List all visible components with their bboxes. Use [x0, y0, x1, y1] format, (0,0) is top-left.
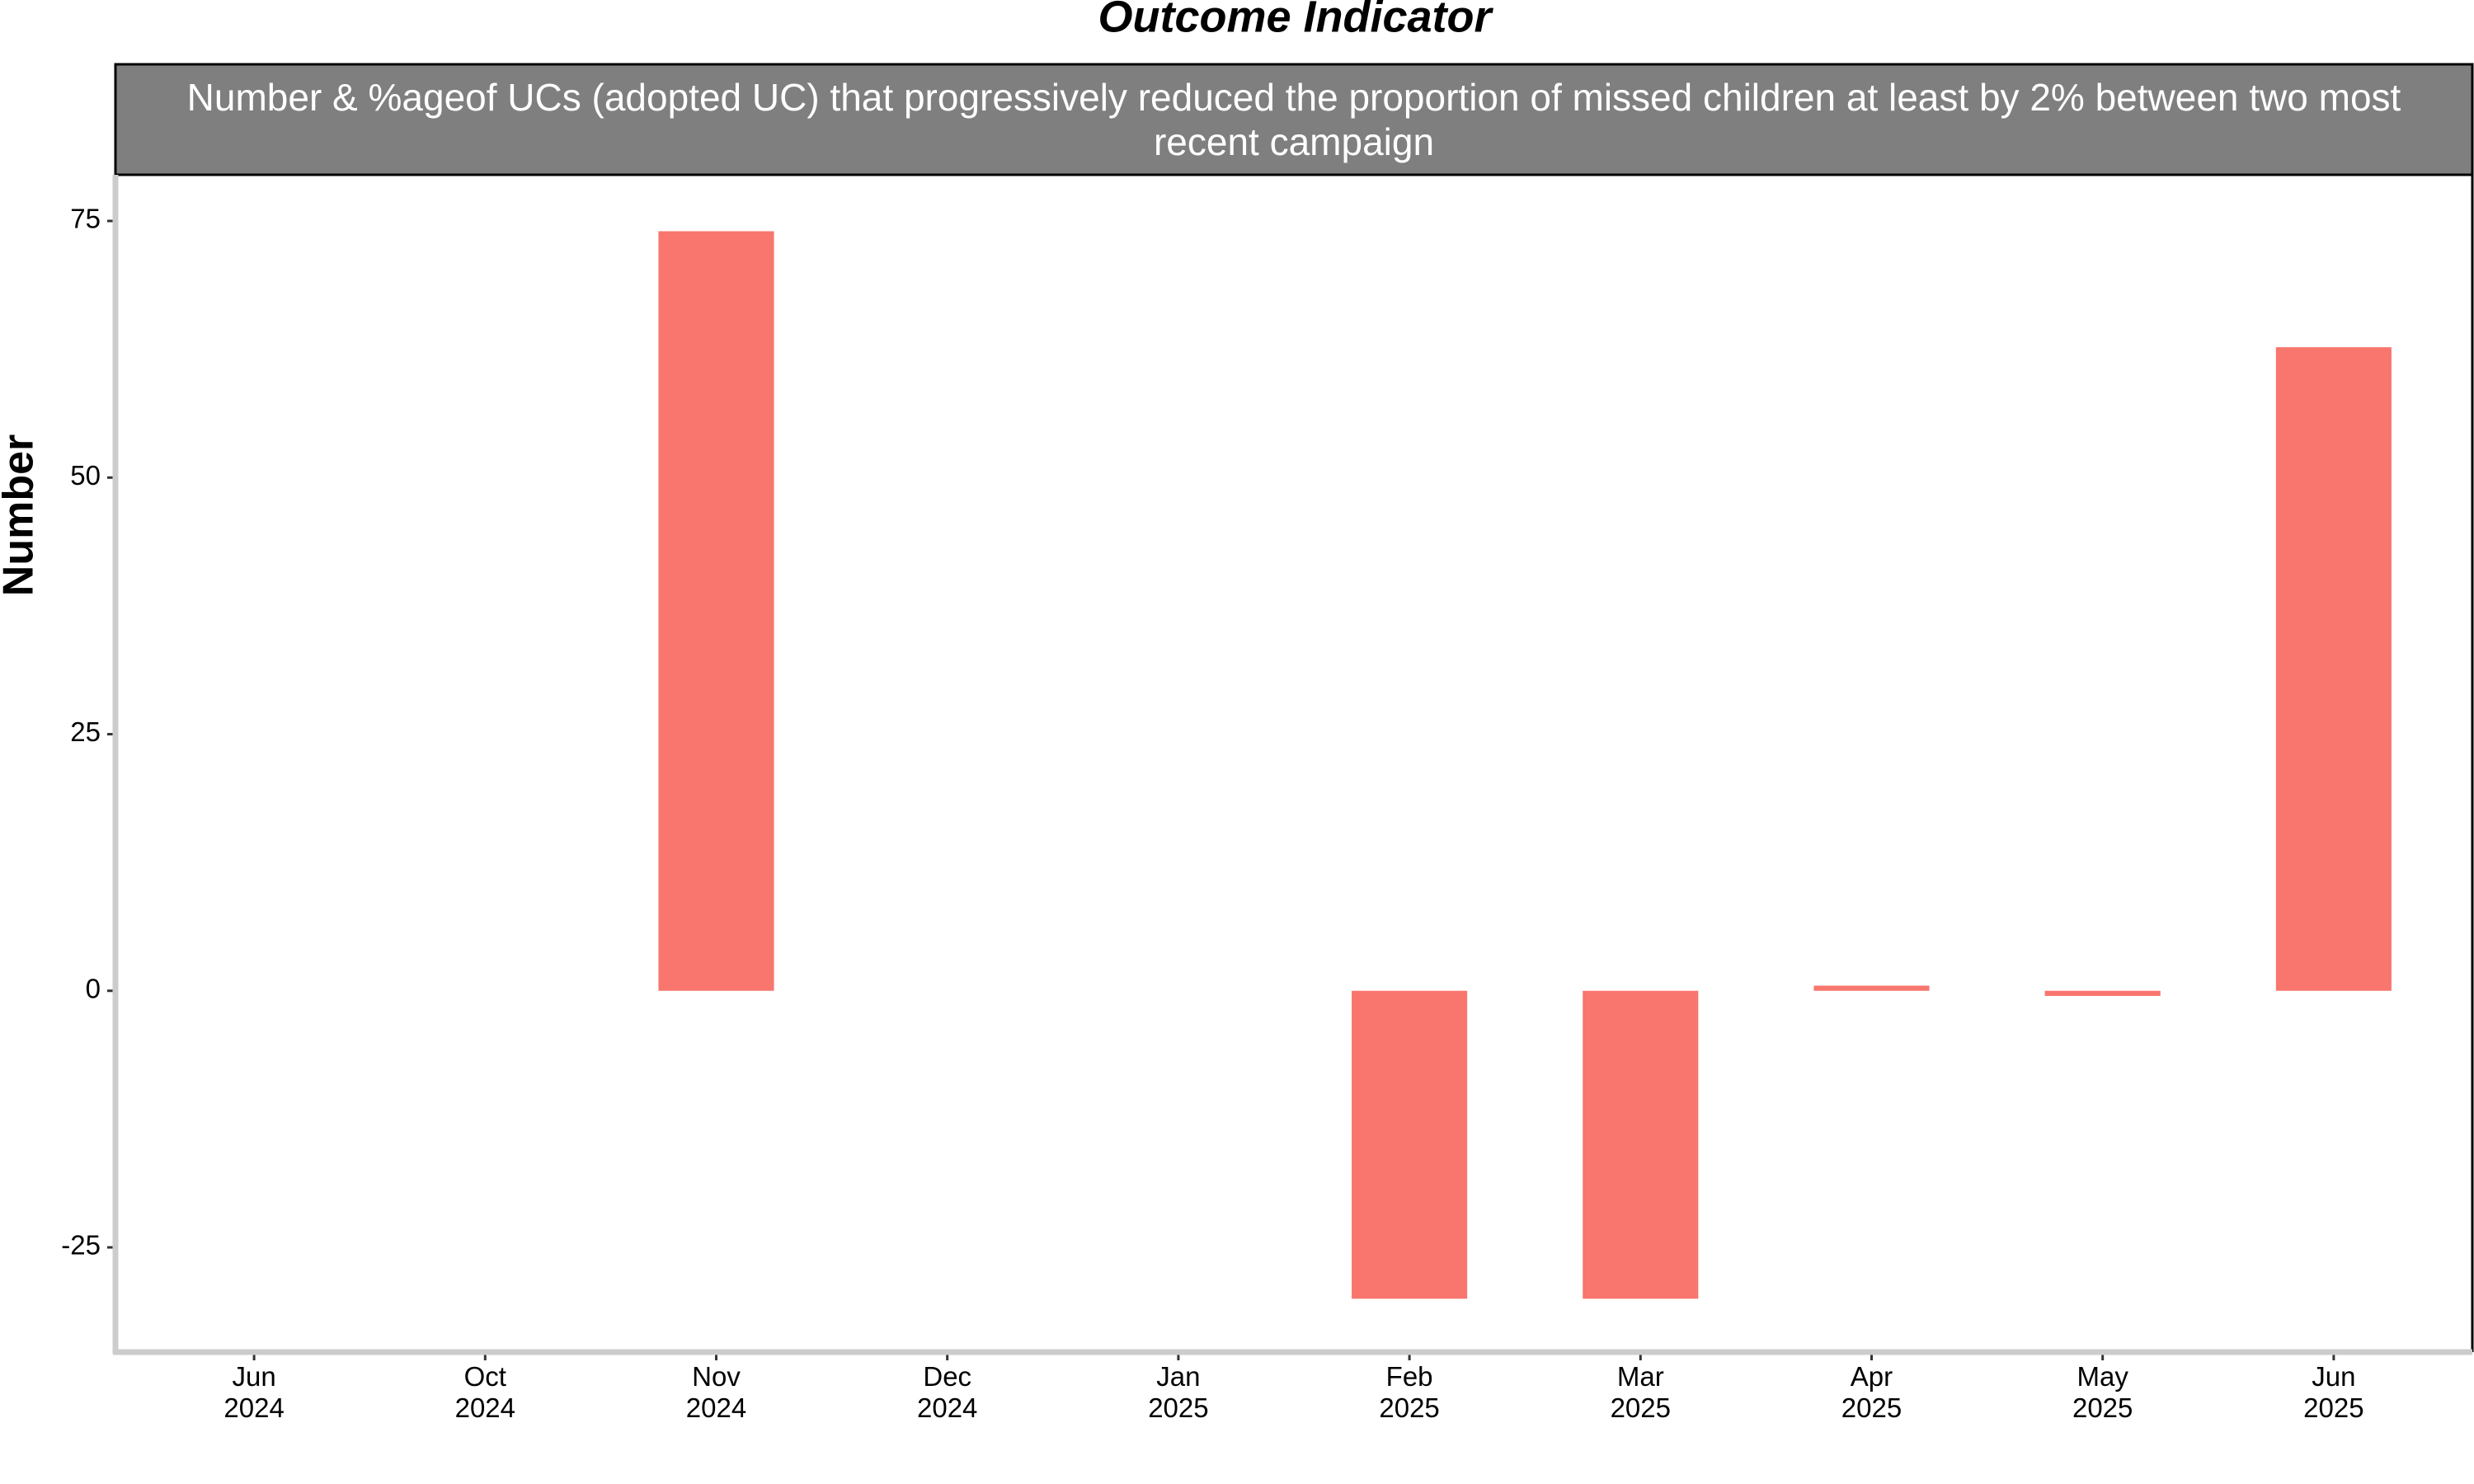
bar [2275, 347, 2392, 991]
y-axis-label: Number [0, 434, 43, 596]
x-tick-label: May 2025 [2072, 1361, 2133, 1423]
bar [1583, 990, 1699, 1299]
x-tick-label: Dec 2024 [917, 1361, 977, 1423]
x-tick-label: Oct 2024 [455, 1361, 515, 1423]
y-tick-label: 25 [70, 716, 101, 747]
strip-wrap: Number & %ageof UCs (adopted UC) that pr… [186, 76, 2401, 163]
y-tick-label: -25 [61, 1230, 101, 1261]
chart-title: Outcome Indicator [1098, 0, 1493, 41]
plot: -25 0 25 50 75 Jun 2024 Oct 2024 Nov 2024 Dec 2024 Ja… [61, 204, 2392, 1423]
bar [2044, 990, 2161, 996]
x-tick-label: Mar 2025 [1611, 1361, 1671, 1423]
x-tick-label: Apr 2025 [1841, 1361, 1902, 1423]
x-tick-label: Nov 2024 [686, 1361, 746, 1423]
strip [114, 63, 2474, 176]
subtitle: Number & %ageof UCs (adopted UC) that pr… [186, 76, 2401, 163]
x-tick-label: Jun 2025 [2303, 1361, 2363, 1423]
x-tick-label: Feb 2025 [1379, 1361, 1439, 1423]
y-tick-label: 75 [70, 204, 101, 234]
bar [1352, 990, 1468, 1299]
x-tick-label: Jun 2024 [223, 1361, 284, 1423]
y-tick-label: 0 [86, 973, 101, 1003]
bar [658, 231, 774, 991]
bar [1813, 985, 1930, 991]
y-tick-label: 50 [70, 460, 101, 491]
x-tick-label: Jan 2025 [1148, 1361, 1208, 1423]
